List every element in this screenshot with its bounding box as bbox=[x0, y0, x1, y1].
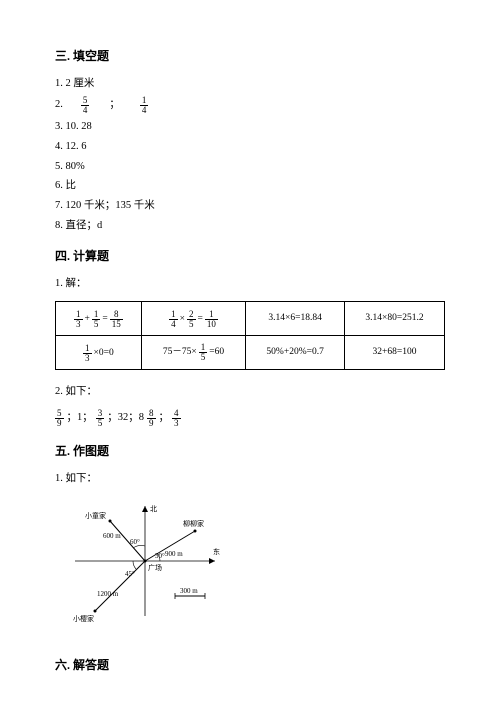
s3-a2-frac1: 5 4 bbox=[81, 96, 90, 115]
cell-r1c1: 13 + 15 = 815 bbox=[56, 301, 142, 335]
s4-item2-answers: 59 ；1； 35 ；32；8 89 ； 43 bbox=[55, 409, 445, 428]
op: 75－75× bbox=[163, 345, 197, 360]
svg-text:300 m: 300 m bbox=[180, 587, 198, 595]
s3-answer-7: 7. 120 千米；135 千米 bbox=[55, 198, 445, 215]
s3-a2-sep: ； bbox=[109, 97, 120, 114]
section-3-title: 三. 填空题 bbox=[55, 47, 445, 66]
svg-text:900 m: 900 m bbox=[165, 550, 183, 558]
s3-answer-4: 4. 12. 6 bbox=[55, 139, 445, 156]
s4-q2: 2. 如下： bbox=[55, 384, 445, 401]
section-6-title: 六. 解答题 bbox=[55, 656, 445, 675]
s3-answer-2: 2. 5 4 ； 1 4 bbox=[55, 96, 445, 115]
cell-r2c2: 75－75× 15 =60 bbox=[141, 335, 245, 369]
frac-den: 4 bbox=[81, 106, 90, 115]
svg-text:1200 m: 1200 m bbox=[97, 590, 119, 598]
cell-r1c2: 14 × 25 = 110 bbox=[141, 301, 245, 335]
svg-text:30°: 30° bbox=[155, 552, 165, 560]
svg-text:北: 北 bbox=[150, 505, 157, 513]
svg-text:柳柳家: 柳柳家 bbox=[183, 519, 204, 528]
s3-a2-prefix: 2. bbox=[55, 97, 63, 114]
frac-den: 9 bbox=[147, 419, 156, 428]
svg-text:东: 东 bbox=[213, 547, 220, 556]
svg-text:60°: 60° bbox=[130, 538, 140, 546]
frac-den: 9 bbox=[55, 419, 64, 428]
s3-a2-frac2: 1 4 bbox=[140, 96, 149, 115]
s4-q1: 1. 解： bbox=[55, 276, 445, 293]
frac-den: 5 bbox=[199, 353, 208, 362]
cell-r2c4: 32+68=100 bbox=[345, 335, 445, 369]
frac-den: 4 bbox=[140, 106, 149, 115]
drawing-diagram: 北 东 小童家 600 m 60° 柳柳家 900 m 30° 小樱家 1200… bbox=[55, 496, 445, 643]
frac-den: 4 bbox=[169, 320, 178, 329]
table-row: 13 + 15 = 815 14 × 25 = 110 3.14×6=18.84… bbox=[56, 301, 445, 335]
cell-r2c1: 13 ×0=0 bbox=[56, 335, 142, 369]
op: =60 bbox=[209, 345, 224, 360]
cell-r1c4: 3.14×80=251.2 bbox=[345, 301, 445, 335]
frac-den: 5 bbox=[187, 320, 196, 329]
svg-text:小童家: 小童家 bbox=[85, 511, 106, 520]
frac-den: 15 bbox=[110, 320, 123, 329]
section-5-title: 五. 作图题 bbox=[55, 442, 445, 461]
frac-den: 3 bbox=[172, 419, 181, 428]
frac-den: 5 bbox=[92, 320, 101, 329]
frac-den: 3 bbox=[74, 320, 83, 329]
s5-q1: 1. 如下： bbox=[55, 471, 445, 488]
s3-answer-3: 3. 10. 28 bbox=[55, 119, 445, 136]
op: ×0=0 bbox=[94, 346, 114, 361]
cell-r1c3: 3.14×6=18.84 bbox=[246, 301, 345, 335]
calculation-table: 13 + 15 = 815 14 × 25 = 110 3.14×6=18.84… bbox=[55, 301, 445, 370]
frac-den: 10 bbox=[205, 320, 218, 329]
cell-r2c3: 50%+20%=0.7 bbox=[246, 335, 345, 369]
table-row: 13 ×0=0 75－75× 15 =60 50%+20%=0.7 32+68=… bbox=[56, 335, 445, 369]
op: + bbox=[85, 312, 90, 327]
op: = bbox=[102, 312, 107, 327]
frac-den: 5 bbox=[96, 419, 105, 428]
frac-den: 3 bbox=[83, 354, 92, 363]
sep: ； bbox=[159, 410, 170, 427]
svg-text:45°: 45° bbox=[125, 570, 135, 578]
section-4-title: 四. 计算题 bbox=[55, 247, 445, 266]
op: × bbox=[180, 312, 185, 327]
sep: ；32；8 bbox=[107, 410, 144, 427]
op: = bbox=[198, 312, 203, 327]
s3-answer-8: 8. 直径；d bbox=[55, 218, 445, 235]
s3-answer-1: 1. 2 厘米 bbox=[55, 76, 445, 93]
svg-text:广场: 广场 bbox=[148, 563, 162, 572]
sep: ；1； bbox=[67, 410, 93, 427]
s3-answer-6: 6. 比 bbox=[55, 178, 445, 195]
svg-text:600 m: 600 m bbox=[103, 532, 121, 540]
s3-answer-5: 5. 80% bbox=[55, 159, 445, 176]
svg-text:小樱家: 小樱家 bbox=[73, 614, 94, 623]
